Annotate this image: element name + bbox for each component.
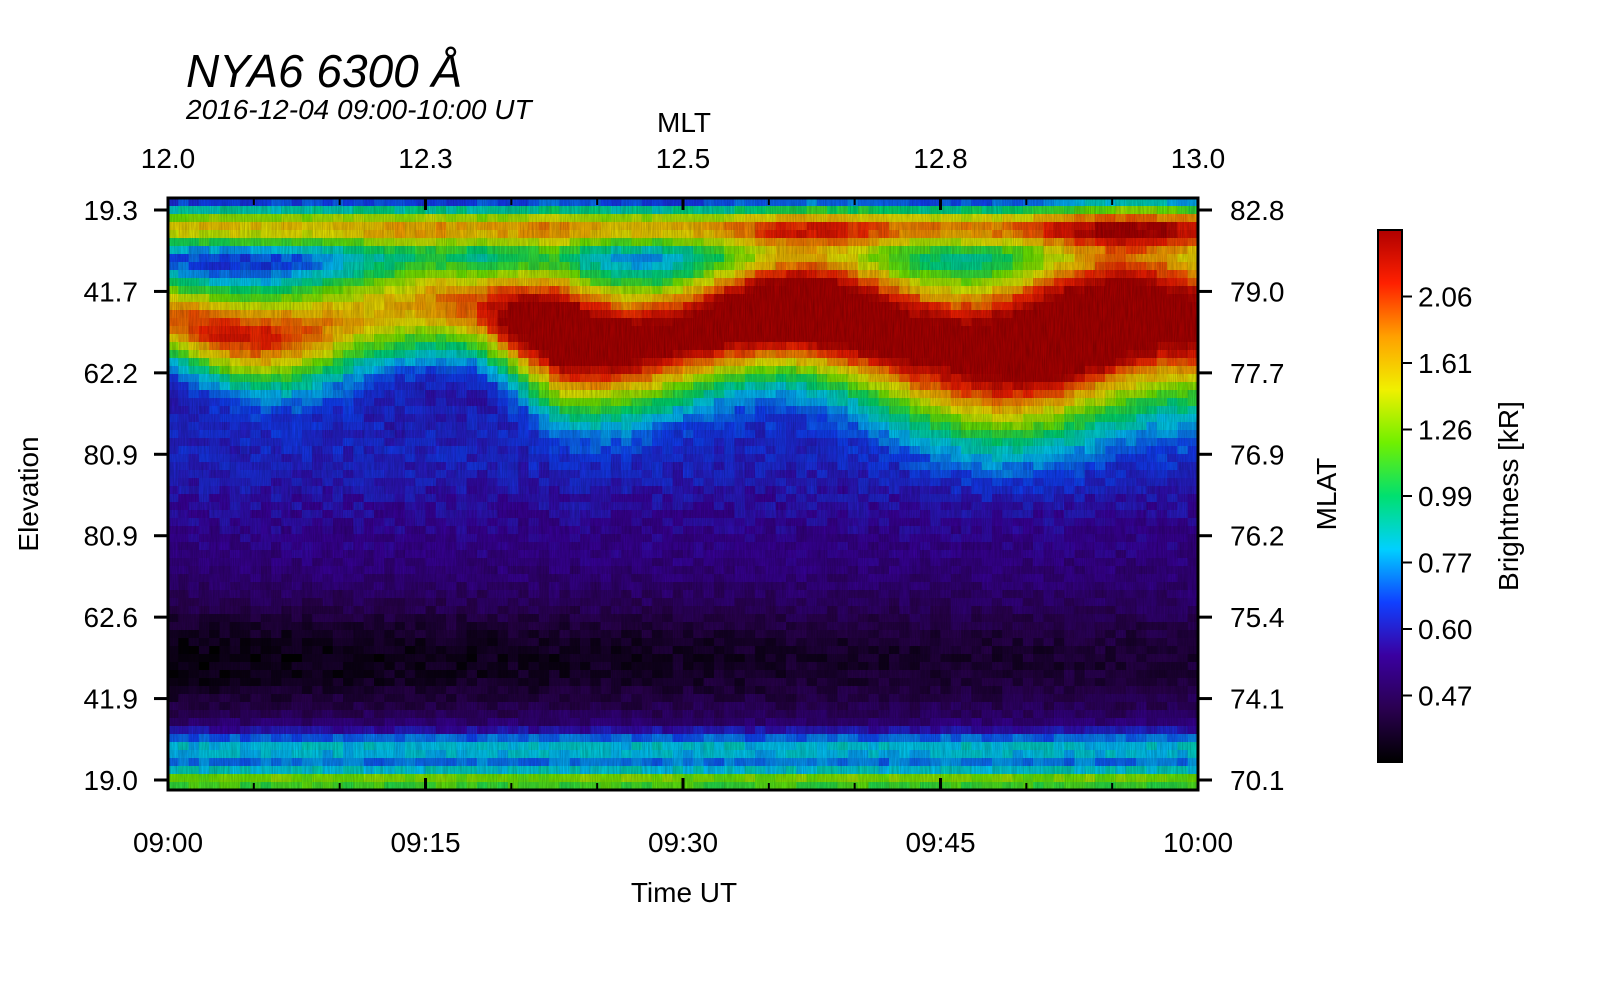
chart-subtitle: 2016-12-04 09:00-10:00 UT xyxy=(186,94,532,125)
chart-title: NYA6 6300 Å xyxy=(186,45,463,97)
